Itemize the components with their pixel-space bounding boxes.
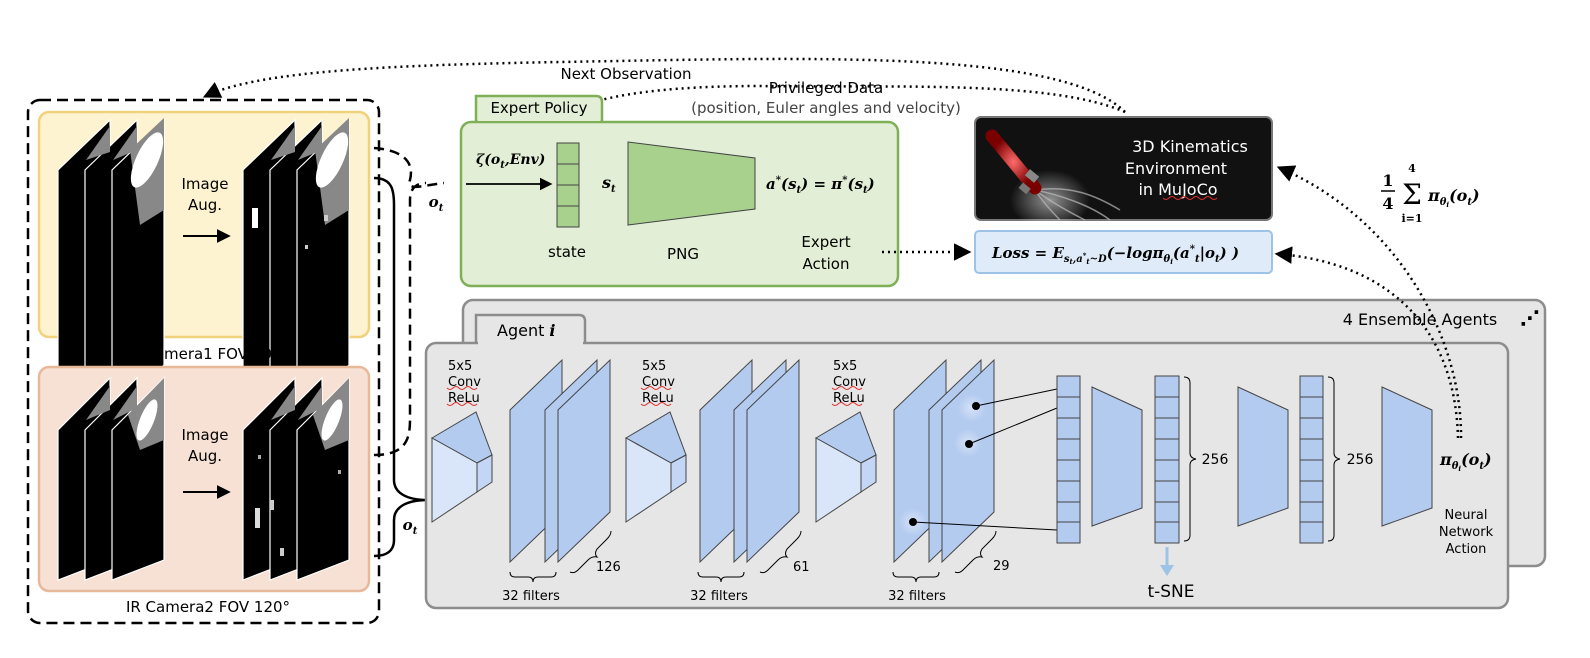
mujoco-environment: 3D Kinematics Environment in MuJoCo xyxy=(974,116,1273,230)
png-network xyxy=(627,141,756,226)
conv2-filters: 32 filters xyxy=(690,589,748,604)
conv-block-1: 5x5 Conv ReLu 32 filters 126 xyxy=(430,358,621,604)
camera2-raw-stack xyxy=(57,376,165,581)
state-symbol-sub: t xyxy=(611,184,616,195)
ot-label-expert-text: o xyxy=(429,193,439,211)
ot-label-agent: ot xyxy=(403,516,418,537)
ensemble-sum-top: 4 xyxy=(1408,162,1416,175)
conv-block-3: 5x5 Conv ReLu 32 filters 29 xyxy=(814,358,1058,604)
conv1-kernel-shape xyxy=(430,411,493,523)
expert-policy-tab-label: Expert Policy xyxy=(490,99,587,117)
conv2-kernel-shape xyxy=(624,411,687,523)
camera-group: Image Aug. IR Camera1 FOV 90° Ima xyxy=(26,98,381,625)
agent-tab-text: Agent xyxy=(497,321,544,340)
conv2-size: 61 xyxy=(793,560,810,575)
output-line3: Action xyxy=(1446,542,1487,557)
camera1-raw-stack xyxy=(57,118,165,417)
ensemble-dots: ⋰ xyxy=(1520,306,1540,330)
expert-input-formula: ζ(ot,Env) xyxy=(476,152,545,171)
expert-input-env: Env xyxy=(509,152,540,168)
conv1-kernel: 5x5 xyxy=(448,359,472,374)
output-layer xyxy=(1381,386,1433,527)
conv3-size: 29 xyxy=(993,559,1010,574)
hidden-vector-1 xyxy=(1154,375,1197,544)
tsne-label: t-SNE xyxy=(1147,582,1194,602)
hidden-vector-2 xyxy=(1299,375,1341,544)
loss-box: Loss = Est,a*t~D(−logπθi(a*t|ot) ) xyxy=(974,230,1273,274)
environment-line1: 3D Kinematics xyxy=(1132,137,1248,156)
expert-policy-panel: Expert Policy ζ(ot,Env) state st PNG a*(… xyxy=(459,94,900,288)
expert-input-close: ) xyxy=(538,152,546,168)
conv3-filters: 32 filters xyxy=(888,589,946,604)
privileged-data-detail: (position, Euler angles and velocity) xyxy=(691,99,961,117)
agent-observation-bracket xyxy=(373,176,429,558)
expert-action-formula: a*(st) = π*(st) xyxy=(766,175,875,196)
expert-action-line2: Action xyxy=(803,255,850,273)
agent-panel: Agent i 5x5 Conv ReLu 32 filters 126 5x5 … xyxy=(424,313,1510,610)
ensemble-formula: 1 4 Σ 4 i=1 πθi(ot) xyxy=(1381,162,1480,225)
fc-layer-1 xyxy=(1091,386,1143,527)
ot-label-expert: ot xyxy=(429,193,444,214)
agent-tab-label: Agent i xyxy=(497,321,555,340)
camera1-aug-line2: Aug. xyxy=(188,196,222,214)
action-to-loss-arrow xyxy=(1274,246,1460,439)
hidden-size-1: 256 xyxy=(1202,452,1229,468)
flatten-vector xyxy=(1056,375,1081,544)
ot-subscript: t xyxy=(439,203,444,214)
conv2-kernel: 5x5 xyxy=(642,359,666,374)
expert-observation-bracket xyxy=(373,146,445,188)
ensemble-pi: πθi(ot) xyxy=(1427,186,1480,209)
loss-formula: Loss = Est,a*t~D(−logπθi(a*t|ot) ) xyxy=(991,244,1239,266)
agent-tab-index: i xyxy=(549,321,555,340)
conv1-filters: 32 filters xyxy=(502,589,560,604)
output-line2: Network xyxy=(1439,525,1494,540)
state-label: state xyxy=(548,243,586,261)
expert-observation-bracket-lower xyxy=(373,181,427,457)
environment-line2: Environment xyxy=(1125,159,1227,178)
ensemble-sum-bottom: i=1 xyxy=(1401,212,1422,225)
camera2-aug-stack xyxy=(242,376,350,581)
expert-action-line1: Expert xyxy=(801,233,850,251)
conv1-size: 126 xyxy=(596,560,621,575)
state-symbol-s: s xyxy=(601,173,611,192)
output-line1: Neural xyxy=(1445,508,1488,523)
tsne-arrow-head xyxy=(1160,565,1174,576)
hidden-size-2: 256 xyxy=(1347,452,1374,468)
camera2-aug-line1: Image xyxy=(182,426,229,444)
next-observation-label: Next Observation xyxy=(560,65,691,83)
camera2-caption: IR Camera2 FOV 120° xyxy=(126,598,290,616)
expert-input-sub: t xyxy=(500,160,505,171)
expert-input-comma: , xyxy=(504,152,510,168)
ot-label-agent-text: o xyxy=(403,516,413,534)
camera-group-border xyxy=(26,98,381,625)
fc-layer-2 xyxy=(1237,386,1289,527)
camera1-caption: IR Camera1 FOV 90° xyxy=(125,345,280,363)
camera2-aug-line2: Aug. xyxy=(188,447,222,465)
ensemble-frac-den: 4 xyxy=(1382,194,1393,213)
next-observation-arrow xyxy=(202,57,1126,113)
camera1-aug-line1: Image xyxy=(182,175,229,193)
state-vector xyxy=(556,142,580,228)
ensemble-frac-num: 1 xyxy=(1382,171,1393,190)
conv3-kernel-shape xyxy=(814,411,877,523)
ensemble-sigma: Σ xyxy=(1402,178,1422,211)
state-symbol: st xyxy=(601,173,616,195)
png-label: PNG xyxy=(667,245,699,263)
environment-render xyxy=(985,129,1121,230)
privileged-data-label: Privileged Data xyxy=(769,79,883,97)
ot-subscript: t xyxy=(413,526,418,537)
conv3-kernel: 5x5 xyxy=(833,359,857,374)
camera1-aug-stack xyxy=(242,118,350,417)
expert-input-fn: ζ(o xyxy=(476,152,500,168)
conv-block-2: 5x5 Conv ReLu 32 filters 61 xyxy=(624,358,810,604)
environment-line3: in MuJoCo xyxy=(1138,180,1217,199)
